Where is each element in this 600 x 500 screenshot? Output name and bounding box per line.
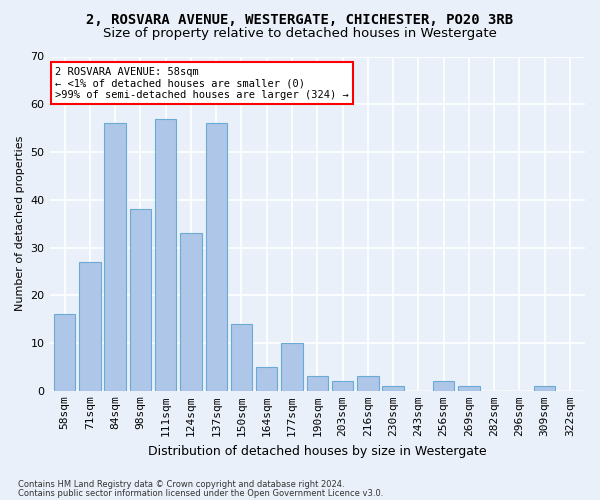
Bar	[433, 382, 454, 391]
Bar	[231, 324, 252, 391]
Bar	[458, 386, 479, 391]
Bar	[130, 210, 151, 391]
Bar	[281, 343, 303, 391]
X-axis label: Distribution of detached houses by size in Westergate: Distribution of detached houses by size …	[148, 444, 487, 458]
Bar	[180, 233, 202, 391]
Bar	[104, 124, 126, 391]
Text: 2 ROSVARA AVENUE: 58sqm
← <1% of detached houses are smaller (0)
>99% of semi-de: 2 ROSVARA AVENUE: 58sqm ← <1% of detache…	[55, 66, 349, 100]
Bar	[256, 367, 277, 391]
Text: Contains public sector information licensed under the Open Government Licence v3: Contains public sector information licen…	[18, 488, 383, 498]
Text: 2, ROSVARA AVENUE, WESTERGATE, CHICHESTER, PO20 3RB: 2, ROSVARA AVENUE, WESTERGATE, CHICHESTE…	[86, 12, 514, 26]
Text: Contains HM Land Registry data © Crown copyright and database right 2024.: Contains HM Land Registry data © Crown c…	[18, 480, 344, 489]
Bar	[382, 386, 404, 391]
Bar	[54, 314, 76, 391]
Y-axis label: Number of detached properties: Number of detached properties	[15, 136, 25, 312]
Bar	[307, 376, 328, 391]
Bar	[332, 382, 353, 391]
Text: Size of property relative to detached houses in Westergate: Size of property relative to detached ho…	[103, 28, 497, 40]
Bar	[206, 124, 227, 391]
Bar	[357, 376, 379, 391]
Bar	[79, 262, 101, 391]
Bar	[155, 118, 176, 391]
Bar	[534, 386, 556, 391]
